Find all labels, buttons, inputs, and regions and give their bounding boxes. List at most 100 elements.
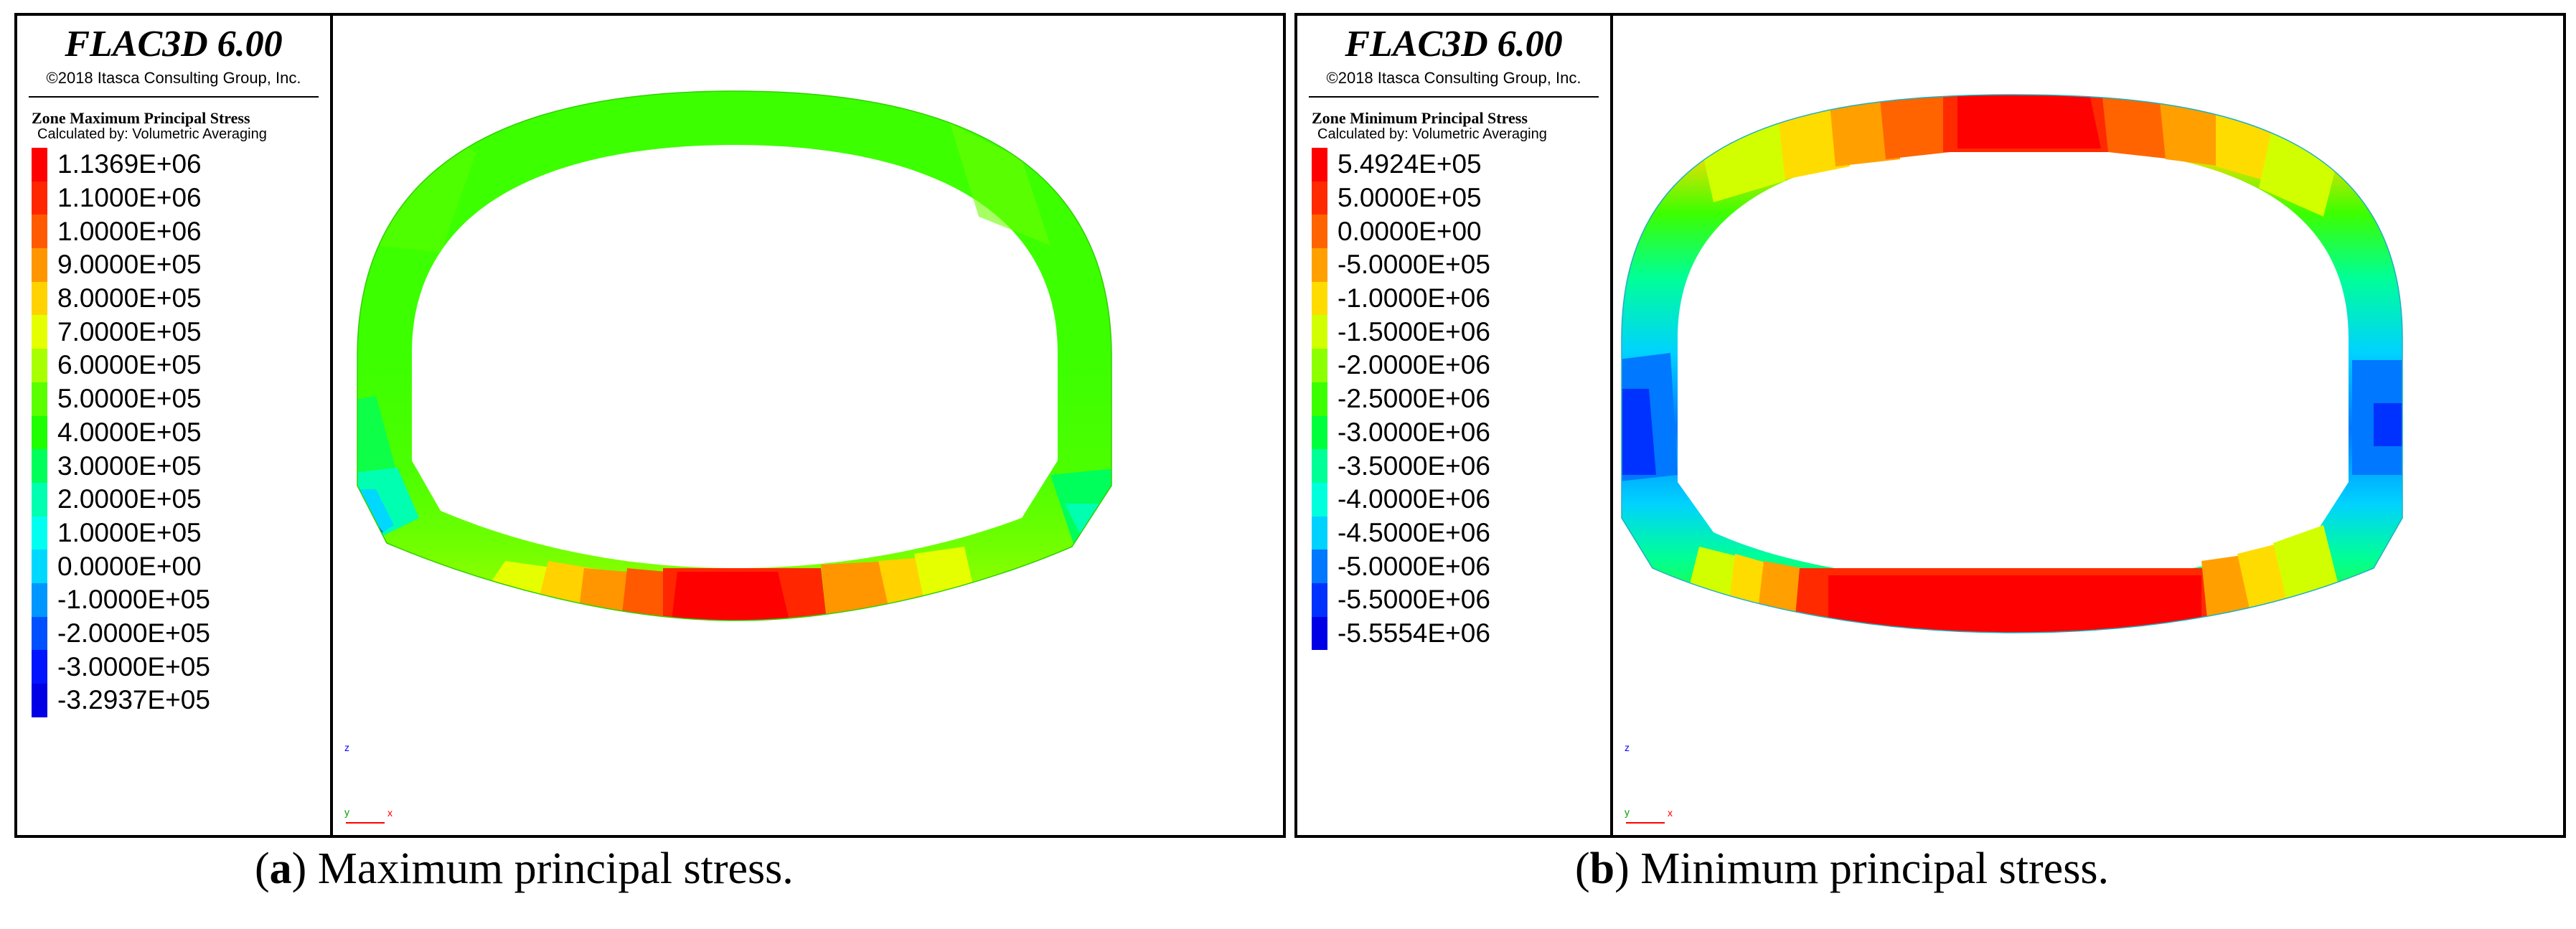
legend-panel: FLAC3D 6.00 ©2018 Itasca Consulting Grou… bbox=[1297, 16, 1613, 835]
legend-swatch bbox=[32, 181, 47, 215]
legend-swatch bbox=[32, 684, 47, 717]
axis-x-label: x bbox=[387, 807, 392, 819]
legend-row: -3.2937E+05 bbox=[32, 684, 210, 717]
legend-label: 5.0000E+05 bbox=[57, 384, 202, 414]
legend-label: -4.0000E+06 bbox=[1338, 484, 1490, 514]
contour-patch bbox=[1879, 95, 1950, 159]
divider bbox=[1309, 96, 1599, 98]
legend-row: 2.0000E+05 bbox=[32, 482, 210, 517]
divider bbox=[29, 96, 319, 98]
contour-patch bbox=[357, 511, 369, 532]
panel-max-principal-stress: FLAC3D 6.00 ©2018 Itasca Consulting Grou… bbox=[14, 13, 1286, 838]
color-legend: 1.1369E+06 1.1000E+06 1.0000E+06 9.0000E+05… bbox=[32, 148, 210, 717]
axis-z-label: z bbox=[1625, 742, 1630, 753]
legend-row: -5.0000E+06 bbox=[1312, 550, 1490, 583]
figure-caption: (a) Maximum principal stress. bbox=[255, 844, 794, 893]
legend-label: -4.5000E+06 bbox=[1338, 517, 1490, 547]
legend-swatch bbox=[32, 315, 47, 349]
legend-swatch bbox=[1312, 516, 1327, 550]
legend-swatch bbox=[32, 516, 47, 550]
legend-label: -1.5000E+06 bbox=[1338, 316, 1490, 346]
legend-row: 1.0000E+05 bbox=[32, 516, 210, 550]
legend-label: -1.0000E+06 bbox=[1338, 283, 1490, 313]
legend-row: 5.4924E+05 bbox=[1312, 148, 1490, 181]
contour-svg: z y x bbox=[1621, 94, 2403, 824]
legend-swatch bbox=[32, 214, 47, 249]
contour-patch bbox=[1622, 389, 1656, 475]
legend-swatch bbox=[32, 449, 47, 483]
contour-patch bbox=[1771, 102, 1850, 181]
legend-row: 5.0000E+05 bbox=[1312, 181, 1490, 215]
legend-label: 8.0000E+05 bbox=[57, 283, 202, 313]
caption-text: ) Minimum principal stress. bbox=[1614, 844, 2109, 893]
legend-label: -3.2937E+05 bbox=[57, 685, 210, 715]
legend-subtitle: Calculated by: Volumetric Averaging bbox=[37, 126, 267, 142]
tunnel-outline bbox=[1621, 94, 2403, 633]
axis-x-label: x bbox=[1668, 807, 1673, 819]
legend-label: -5.5000E+06 bbox=[1338, 585, 1490, 615]
legend-row: -2.0000E+05 bbox=[32, 616, 210, 651]
caption-letter: a bbox=[269, 844, 292, 893]
contour-patch bbox=[950, 123, 1050, 245]
contour-patch bbox=[1699, 116, 1785, 202]
legend-row: 3.0000E+05 bbox=[32, 449, 210, 483]
legend-row: 9.0000E+05 bbox=[32, 248, 210, 282]
contour-patch bbox=[2374, 403, 2402, 446]
legend-swatch bbox=[1312, 214, 1327, 249]
legend-swatch bbox=[32, 415, 47, 450]
legend-swatch bbox=[32, 650, 47, 684]
axis-triad: z y x bbox=[344, 742, 392, 824]
legend-label: 1.1369E+06 bbox=[57, 149, 202, 179]
legend-label: 5.0000E+05 bbox=[1338, 183, 1482, 213]
axis-y-label: y bbox=[344, 806, 349, 818]
legend-label: 7.0000E+05 bbox=[57, 316, 202, 346]
legend-label: 1.1000E+06 bbox=[57, 183, 202, 213]
contour-patch bbox=[670, 572, 792, 621]
legend-swatch bbox=[32, 616, 47, 651]
contour-patch bbox=[376, 123, 476, 253]
legend-swatch bbox=[1312, 583, 1327, 617]
legend-swatch bbox=[32, 382, 47, 416]
legend-row: -2.5000E+06 bbox=[1312, 382, 1490, 416]
caption-letter: b bbox=[1589, 844, 1615, 893]
legend-swatch bbox=[32, 281, 47, 316]
legend-swatch bbox=[32, 550, 47, 583]
legend-row: -2.0000E+06 bbox=[1312, 349, 1490, 382]
stress-contour-plot: z y x bbox=[333, 16, 1283, 835]
legend-label: -2.5000E+06 bbox=[1338, 384, 1490, 414]
contour-patch bbox=[357, 396, 398, 482]
legend-row: -5.5000E+06 bbox=[1312, 583, 1490, 617]
contour-patch bbox=[1828, 575, 2201, 633]
legend-label: -2.0000E+06 bbox=[1338, 350, 1490, 380]
legend-swatch bbox=[1312, 181, 1327, 215]
legend-swatch bbox=[1312, 449, 1327, 483]
legend-row: -3.5000E+06 bbox=[1312, 449, 1490, 483]
legend-swatch bbox=[32, 349, 47, 382]
legend-label: -5.0000E+05 bbox=[1338, 250, 1490, 280]
legend-row: 7.0000E+05 bbox=[32, 315, 210, 349]
contour-patch bbox=[2273, 525, 2338, 604]
contour-patch bbox=[1957, 95, 2101, 148]
legend-swatch bbox=[1312, 281, 1327, 316]
legend-row: 1.1369E+06 bbox=[32, 148, 210, 181]
legend-label: -3.0000E+05 bbox=[57, 651, 210, 682]
legend-row: -4.0000E+06 bbox=[1312, 482, 1490, 517]
legend-label: -3.5000E+06 bbox=[1338, 451, 1490, 481]
legend-row: 8.0000E+05 bbox=[32, 281, 210, 316]
software-title: FLAC3D 6.00 bbox=[1345, 24, 1563, 65]
legend-label: -2.0000E+05 bbox=[57, 618, 210, 648]
tunnel-outline bbox=[357, 90, 1112, 621]
stress-contour-plot: z y x bbox=[1613, 16, 2563, 835]
legend-row: 4.0000E+05 bbox=[32, 415, 210, 450]
legend-swatch bbox=[1312, 148, 1327, 181]
contour-patch bbox=[2259, 123, 2338, 217]
legend-swatch bbox=[1312, 248, 1327, 282]
legend-label: -5.0000E+06 bbox=[1338, 551, 1490, 581]
legend-row: -3.0000E+06 bbox=[1312, 415, 1490, 450]
legend-swatch bbox=[1312, 382, 1327, 416]
legend-label: -3.0000E+06 bbox=[1338, 417, 1490, 447]
axis-triad: z y x bbox=[1625, 742, 1673, 824]
legend-label: 1.0000E+06 bbox=[57, 216, 202, 246]
legend-row: -3.0000E+05 bbox=[32, 650, 210, 684]
legend-title: Zone Maximum Principal Stress bbox=[32, 109, 250, 127]
